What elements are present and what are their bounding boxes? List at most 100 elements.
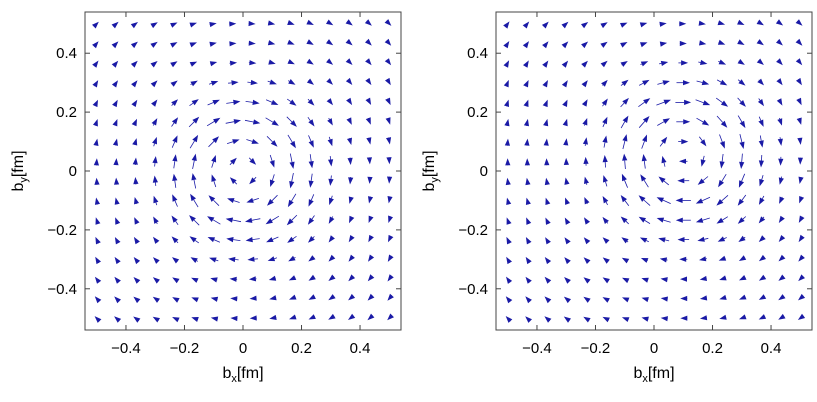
y-tick-label: 0.2 <box>467 104 488 121</box>
arrow-head <box>150 41 158 48</box>
vector-arrow <box>602 237 610 244</box>
vector-arrow <box>306 78 314 85</box>
arrow-head <box>171 215 178 223</box>
arrow-head <box>250 79 258 86</box>
vector-arrow <box>759 174 765 187</box>
arrow-head <box>602 316 610 323</box>
arrow-shaft <box>659 142 664 147</box>
arrow-head <box>699 295 708 301</box>
vector-arrow <box>798 176 804 184</box>
arrow-head <box>506 276 513 284</box>
vector-arrow <box>778 156 784 166</box>
arrow-head <box>683 80 690 86</box>
arrow-head <box>562 99 568 107</box>
vector-arrow <box>621 237 629 244</box>
arrow-head <box>680 276 687 282</box>
arrow-head <box>525 276 532 284</box>
vector-arrow <box>189 99 199 107</box>
vector-arrow <box>286 214 298 226</box>
arrow-head <box>131 99 138 107</box>
vector-arrow <box>778 274 786 281</box>
vector-arrow <box>562 118 568 127</box>
vector-arrow <box>206 117 221 127</box>
arrow-head <box>152 175 158 183</box>
arrow-head <box>640 258 649 263</box>
vector-arrow <box>522 21 530 29</box>
arrow-head <box>620 22 628 28</box>
vector-arrow <box>758 135 764 148</box>
arrow-head <box>583 277 591 284</box>
vector-arrow <box>778 235 786 242</box>
arrow-head <box>602 155 608 163</box>
arrow-head <box>345 77 353 85</box>
arrow-head <box>364 19 372 26</box>
arrow-shaft <box>287 80 290 82</box>
arrow-head <box>248 40 256 46</box>
vector-arrow <box>506 197 512 205</box>
vector-arrow <box>542 99 548 108</box>
arrow-head <box>545 237 551 245</box>
vector-arrow <box>640 42 648 48</box>
vector-arrow <box>524 138 530 146</box>
arrow-shaft <box>702 196 711 202</box>
vector-arrow <box>620 195 630 207</box>
arrow-shaft <box>761 174 764 180</box>
arrow-shaft <box>245 101 253 103</box>
arrow-head <box>308 140 314 148</box>
vector-arrow <box>700 155 706 167</box>
arrow-head <box>326 19 334 26</box>
arrow-shaft <box>698 61 701 63</box>
vector-arrow <box>583 257 591 264</box>
arrow-head <box>93 138 99 146</box>
arrow-head <box>737 19 745 25</box>
arrow-head <box>248 276 257 282</box>
arrow-head <box>365 38 372 46</box>
arrow-head <box>384 58 392 66</box>
vector-arrow <box>601 79 608 87</box>
arrow-head <box>114 316 122 323</box>
arrow-head <box>699 40 707 46</box>
arrow-head <box>228 256 236 263</box>
arrow-shaft <box>657 82 664 85</box>
arrow-head <box>190 80 198 87</box>
arrow-head <box>718 255 727 261</box>
arrow-shaft <box>737 115 743 123</box>
arrow-shaft <box>663 162 666 167</box>
arrow-head <box>798 234 805 243</box>
arrow-shaft <box>176 241 179 244</box>
y-axis-label-base: b <box>421 183 438 192</box>
arrow-head <box>739 161 745 169</box>
arrow-head <box>581 99 588 107</box>
vector-arrow <box>561 60 569 68</box>
vector-arrow <box>699 295 708 301</box>
arrow-head <box>583 316 591 323</box>
arrow-head <box>131 80 138 88</box>
arrow-head <box>209 41 217 47</box>
arrow-head <box>602 196 609 204</box>
vector-arrow <box>130 41 138 49</box>
arrow-head <box>328 274 336 281</box>
vector-arrow <box>563 316 571 323</box>
arrow-shaft <box>704 237 709 240</box>
vector-arrow <box>523 80 529 88</box>
vector-arrow <box>583 277 591 284</box>
vector-arrow <box>622 153 628 170</box>
vector-arrow <box>307 215 315 225</box>
vector-arrow <box>545 217 551 225</box>
vector-arrow <box>525 316 532 323</box>
arrow-head <box>758 274 767 281</box>
vector-arrow <box>602 116 608 128</box>
arrow-head <box>207 216 215 222</box>
arrow-head <box>738 180 744 188</box>
vector-arrow <box>171 99 178 106</box>
arrow-head <box>602 135 608 143</box>
arrow-head <box>718 179 724 188</box>
vector-arrow <box>542 60 549 68</box>
arrow-shaft <box>622 140 626 150</box>
vector-arrow <box>505 158 511 166</box>
vector-arrow <box>384 58 392 66</box>
arrow-shaft <box>192 160 195 169</box>
arrow-head <box>620 61 628 67</box>
vector-arrow <box>660 277 668 283</box>
arrow-head <box>367 176 373 184</box>
